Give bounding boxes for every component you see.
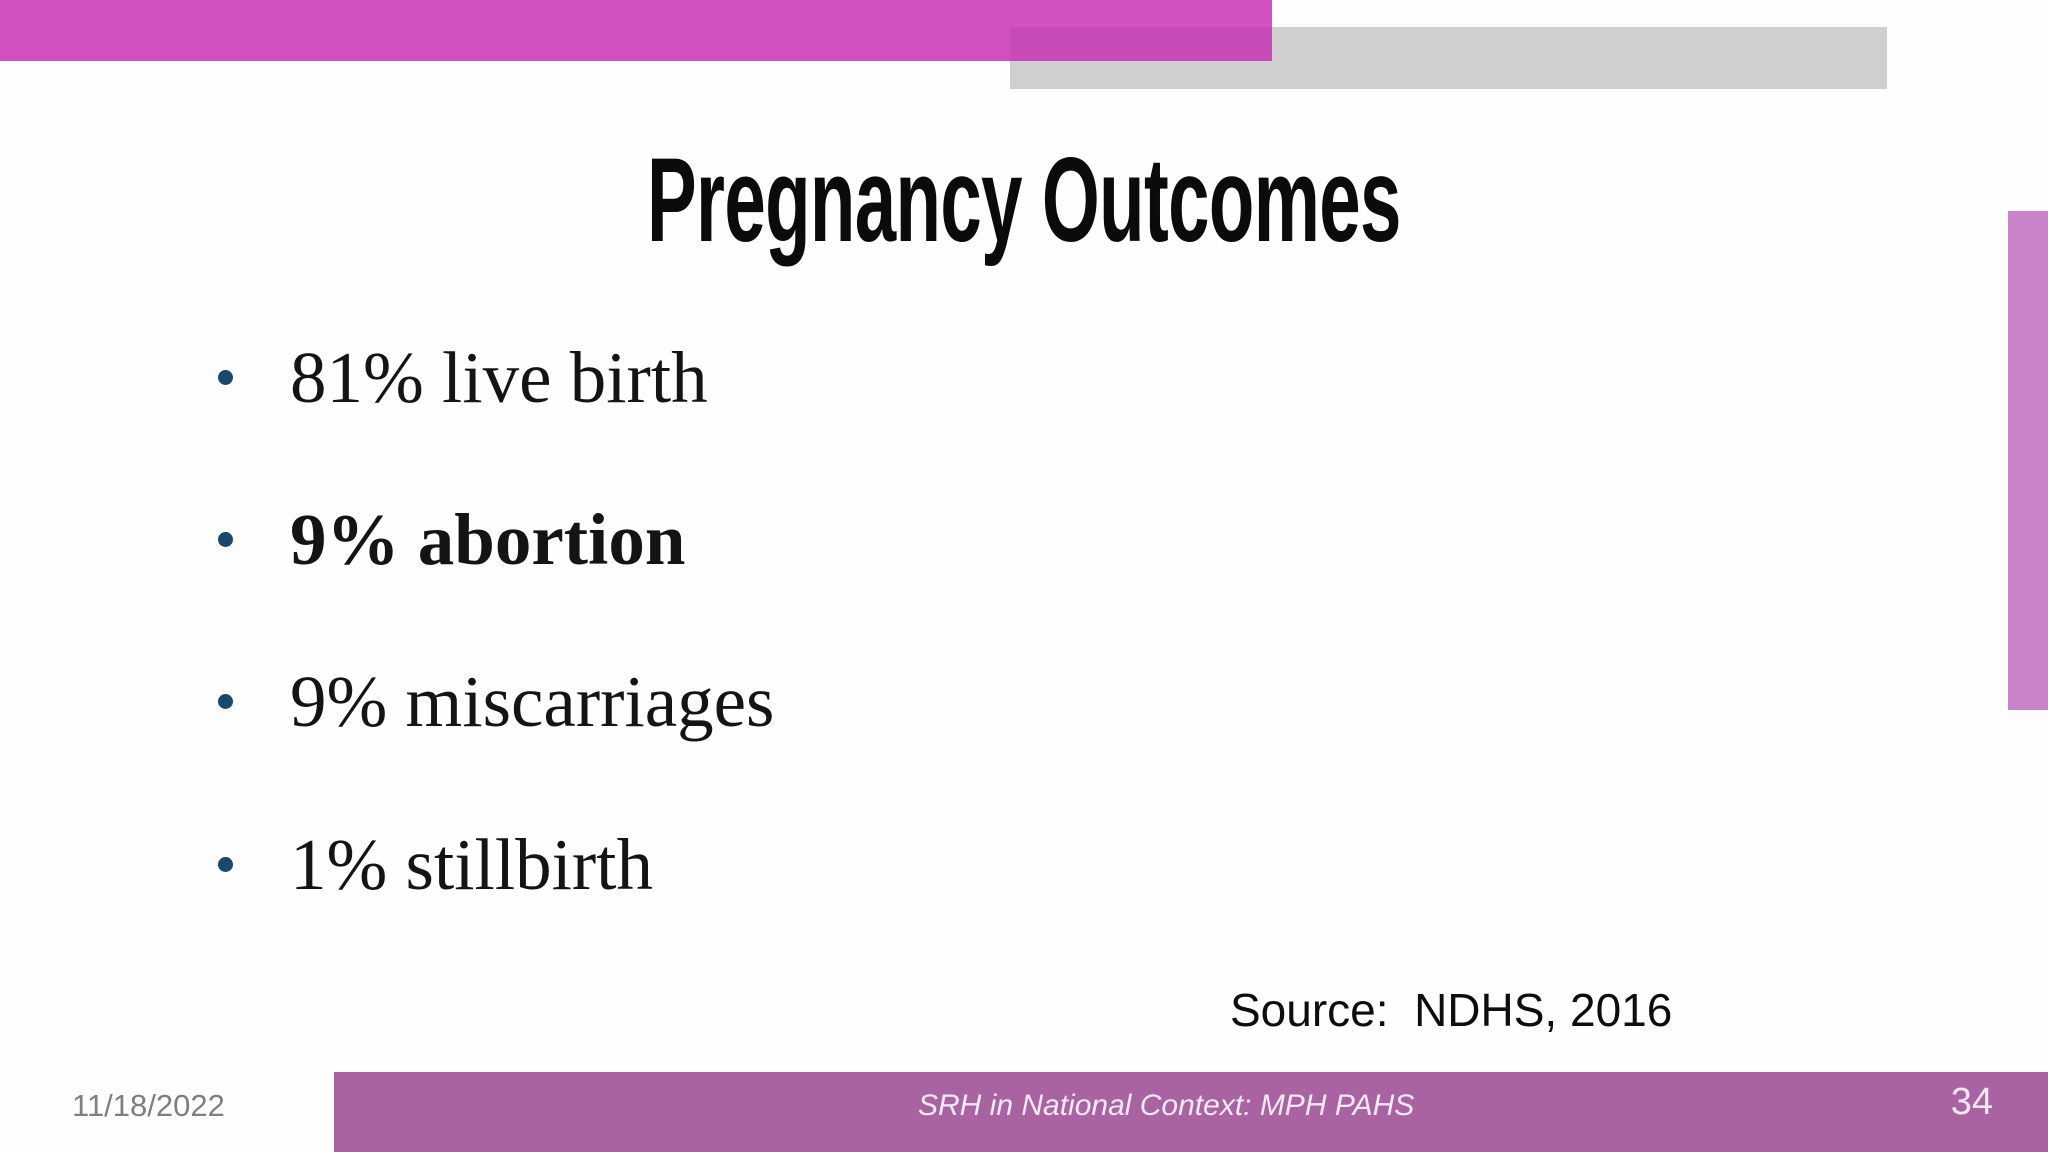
page-title-text: Pregnancy Outcomes bbox=[647, 133, 1401, 267]
page-number: 34 bbox=[1950, 1081, 1993, 1123]
footer-date: 11/18/2022 bbox=[72, 1088, 225, 1123]
bullet-text: 1% stillbirth bbox=[290, 824, 653, 905]
source-label: Source: NDHS, 2016 bbox=[1230, 984, 1673, 1036]
footer-bar bbox=[334, 1072, 2048, 1152]
list-item: 81% live birth bbox=[218, 336, 708, 420]
bullet-text: 81% live birth bbox=[290, 337, 708, 418]
list-item: 9% abortion bbox=[218, 498, 685, 582]
bullet-dot-icon bbox=[218, 857, 233, 873]
bullet-dot-icon bbox=[218, 532, 233, 548]
footer-title: SRH in National Context: MPH PAHS bbox=[918, 1089, 1415, 1122]
list-item: 1% stillbirth bbox=[218, 823, 653, 907]
bullet-dot-icon bbox=[218, 370, 233, 386]
bullet-text: 9% abortion bbox=[290, 499, 686, 580]
page-title: Pregnancy Outcomes bbox=[0, 134, 2048, 266]
list-item: 9% miscarriages bbox=[218, 660, 774, 744]
header-pink-gray-overlap-shape bbox=[1010, 27, 1272, 61]
right-edge-pink-strip-shape bbox=[2008, 211, 2048, 710]
bullet-text: 9% miscarriages bbox=[290, 661, 775, 742]
bullet-dot-icon bbox=[218, 694, 233, 710]
